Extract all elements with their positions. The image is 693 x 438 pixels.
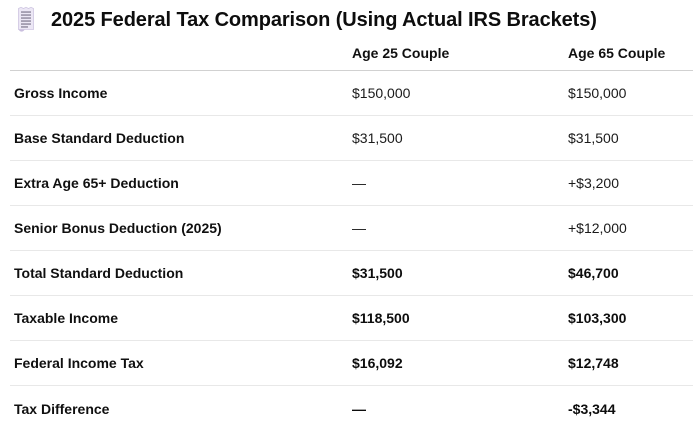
row-label: Federal Income Tax: [14, 355, 144, 371]
age25-value: $118,500: [352, 310, 410, 326]
row-label: Senior Bonus Deduction (2025): [14, 220, 222, 236]
age65-value: +$3,200: [568, 175, 619, 191]
age65-value: $12,748: [568, 355, 619, 371]
tax-comparison-table: Age 25 Couple Age 65 Couple Gross Income…: [10, 35, 693, 431]
age25-value: $150,000: [352, 85, 411, 101]
row-label: Total Standard Deduction: [14, 265, 184, 281]
row-label: Tax Difference: [14, 400, 110, 417]
age25-value: $16,092: [352, 355, 403, 371]
age25-value: —: [352, 220, 366, 236]
age25-value: —: [352, 400, 366, 417]
table-row-senior-bonus-deduction: Senior Bonus Deduction (2025) — +$12,000: [10, 206, 693, 251]
table-header-row: Age 25 Couple Age 65 Couple: [10, 35, 693, 71]
table-row-federal-income-tax: Federal Income Tax $16,092 $12,748: [10, 341, 693, 386]
table-row-total-standard-deduction: Total Standard Deduction $31,500 $46,700: [10, 251, 693, 296]
age25-value: $31,500: [352, 130, 403, 146]
column-header-age25: Age 25 Couple: [352, 44, 450, 61]
age65-value: +$12,000: [568, 220, 627, 236]
table-row-base-standard-deduction: Base Standard Deduction $31,500 $31,500: [10, 116, 693, 161]
age65-value: $103,300: [568, 310, 627, 326]
page-title-row: 2025 Federal Tax Comparison (Using Actua…: [0, 0, 693, 35]
row-label: Taxable Income: [14, 310, 119, 326]
table-row-extra-age65-deduction: Extra Age 65+ Deduction — +$3,200: [10, 161, 693, 206]
page-title: 2025 Federal Tax Comparison (Using Actua…: [51, 8, 597, 31]
age65-value: -$3,344: [568, 400, 616, 417]
table-row-taxable-income: Taxable Income $118,500 $103,300: [10, 296, 693, 341]
receipt-icon: [14, 6, 38, 34]
table-row-tax-difference: Tax Difference — -$3,344: [10, 386, 693, 431]
age25-value: —: [352, 175, 366, 191]
column-header-age65: Age 65 Couple: [568, 44, 666, 61]
row-label: Gross Income: [14, 85, 108, 101]
age65-value: $31,500: [568, 130, 619, 146]
age65-value: $150,000: [568, 85, 627, 101]
row-label: Extra Age 65+ Deduction: [14, 175, 179, 191]
table-row-gross-income: Gross Income $150,000 $150,000: [10, 71, 693, 116]
age65-value: $46,700: [568, 265, 619, 281]
row-label: Base Standard Deduction: [14, 130, 185, 146]
age25-value: $31,500: [352, 265, 403, 281]
